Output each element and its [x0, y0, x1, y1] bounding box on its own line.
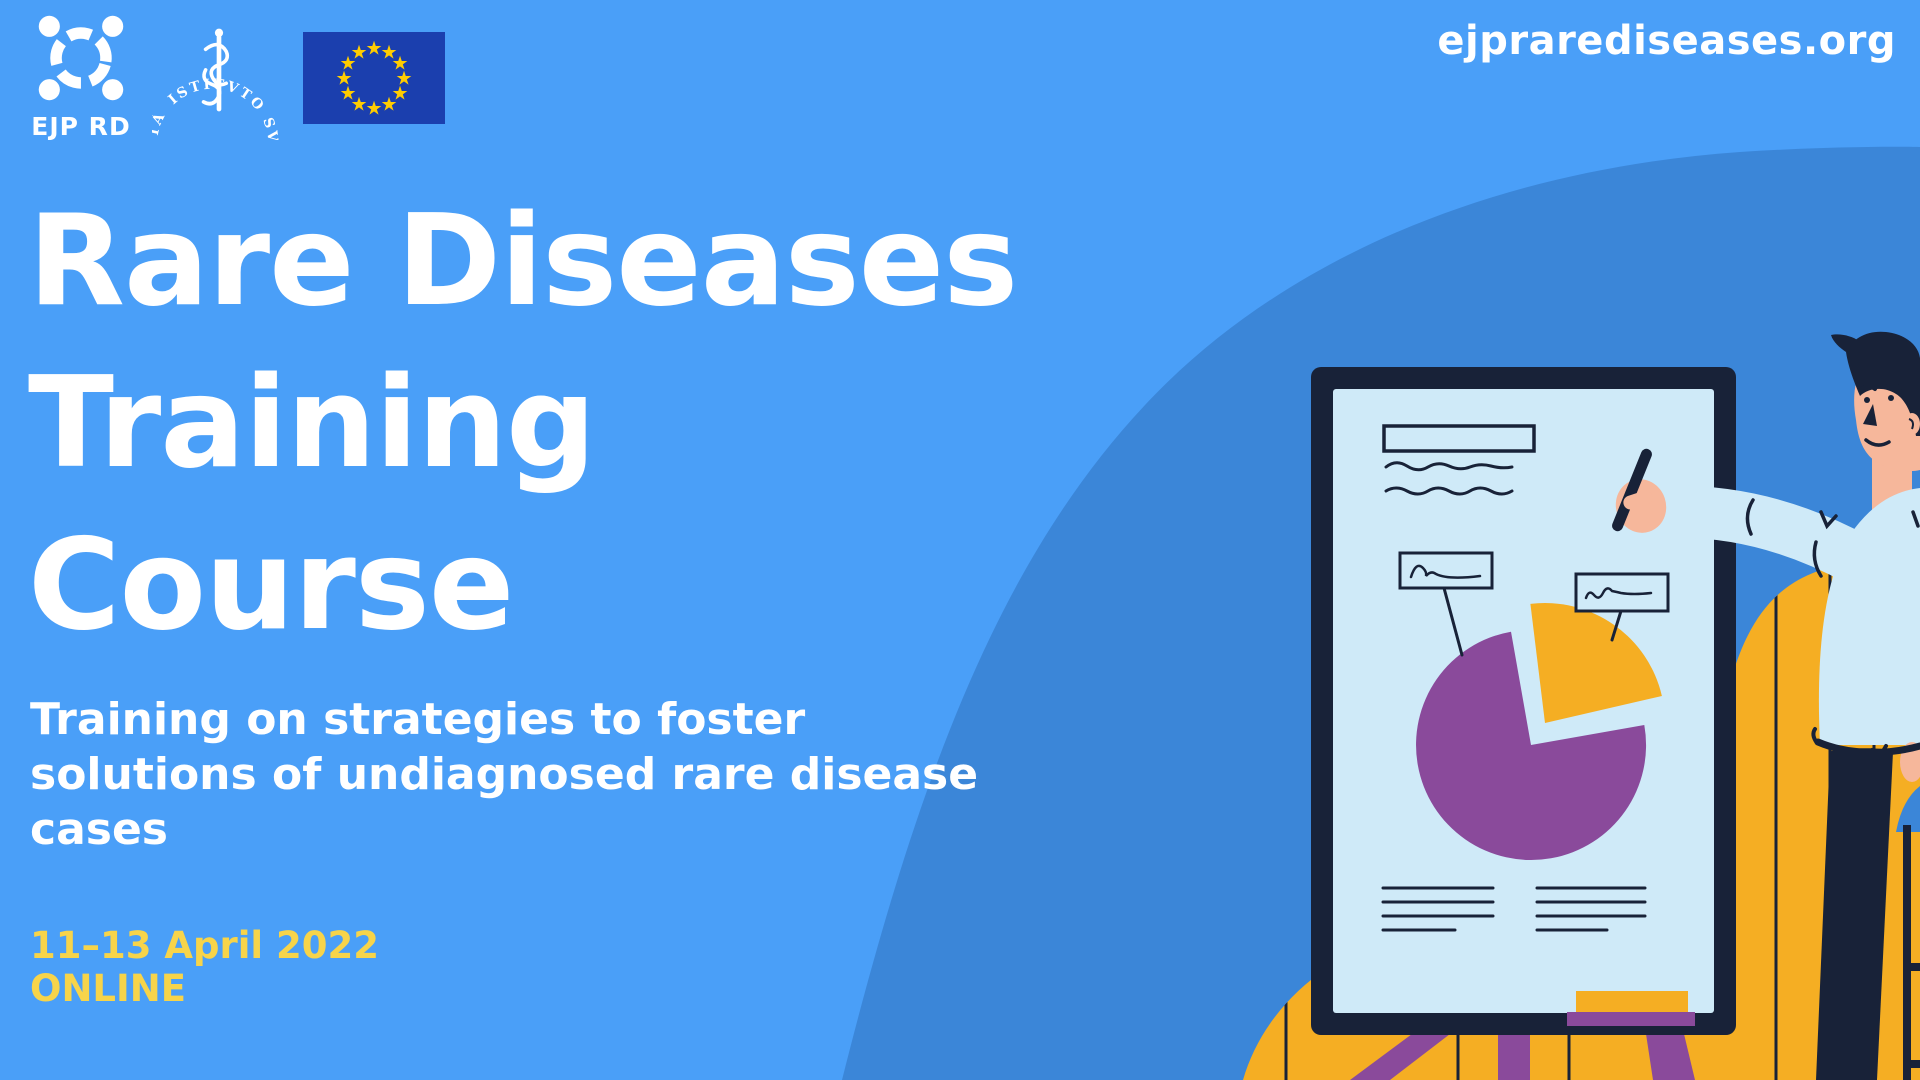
title-line-1: Rare Diseases: [28, 187, 1018, 334]
svg-text:★: ★: [365, 98, 382, 120]
presenter-pants: [1816, 748, 1893, 1080]
svg-text:★: ★: [380, 42, 397, 64]
eu-flag-stars: ★ ★ ★ ★ ★ ★ ★ ★ ★ ★ ★ ★: [335, 38, 412, 120]
subtitle-line-3: cases: [30, 804, 168, 855]
flipchart-text-lines: [1381, 886, 1647, 932]
svg-text:★: ★: [365, 38, 382, 60]
ejprd-logo: EJP RD: [30, 10, 132, 141]
svg-text:★: ★: [339, 53, 356, 75]
presenter-eye-left: [1864, 397, 1870, 403]
presenter-arm: [1640, 485, 1884, 586]
shirt-creases: [1745, 498, 1920, 578]
subtitle-line-2: solutions of undiagnosed rare disease: [30, 749, 979, 800]
presenter-illustration: [1612, 331, 1920, 1080]
subtitle-line-1: Training on strategies to foster: [30, 694, 806, 745]
iss-logo: ISTITVTO SVPERIORE DI SANITÀ: [152, 28, 278, 140]
presenter-hair: [1846, 331, 1920, 436]
svg-text:★: ★: [350, 94, 367, 116]
subtitle: Training on strategies to foster solutio…: [30, 692, 978, 857]
svg-text:★: ★: [339, 83, 356, 105]
svg-text:★: ★: [335, 68, 352, 90]
website-url: ejprarediseases.org: [1437, 18, 1896, 64]
event-when: 11–13 April 2022 ONLINE: [30, 924, 379, 1010]
ejprd-logo-label: EJP RD: [31, 112, 131, 141]
svg-text:★: ★: [391, 83, 408, 105]
svg-text:★: ★: [350, 42, 367, 64]
marker-eraser: [1567, 991, 1695, 1026]
iss-staff-icon: [201, 28, 230, 112]
presenter-hand-pen: [1612, 448, 1667, 533]
svg-text:★: ★: [391, 53, 408, 75]
background-frame-object: [1896, 786, 1920, 1080]
title-line-3: Course: [28, 511, 514, 658]
svg-text:★: ★: [380, 94, 397, 116]
pie-chart-illustration: [1416, 603, 1662, 861]
title-line-2: Training: [28, 349, 596, 496]
event-mode: ONLINE: [30, 967, 187, 1010]
marker-pen-icon: [1612, 448, 1652, 532]
presenter-eye-right: [1888, 395, 1894, 401]
logo-row: EJP RD ISTITVTO SVPERIORE DI SANITÀ ★ ★ …: [0, 0, 600, 160]
pie-callout-labels: [1398, 551, 1670, 657]
flipchart-title-sketch: [1382, 424, 1536, 496]
presenter-nose: [1863, 404, 1877, 426]
presenter-head: [1831, 331, 1920, 472]
ejprd-logo-icon: [38, 15, 124, 101]
presenter-mouth: [1864, 438, 1891, 447]
svg-text:★: ★: [395, 68, 412, 90]
eu-flag: ★ ★ ★ ★ ★ ★ ★ ★ ★ ★ ★ ★: [303, 32, 445, 124]
flipchart-board: [1311, 367, 1736, 1035]
easel-legs: [1350, 1034, 1695, 1080]
page-title: Rare Diseases Training Course: [28, 180, 1018, 666]
presenter-eyebrows: [1858, 382, 1902, 392]
event-date: 11–13 April 2022: [30, 924, 379, 967]
